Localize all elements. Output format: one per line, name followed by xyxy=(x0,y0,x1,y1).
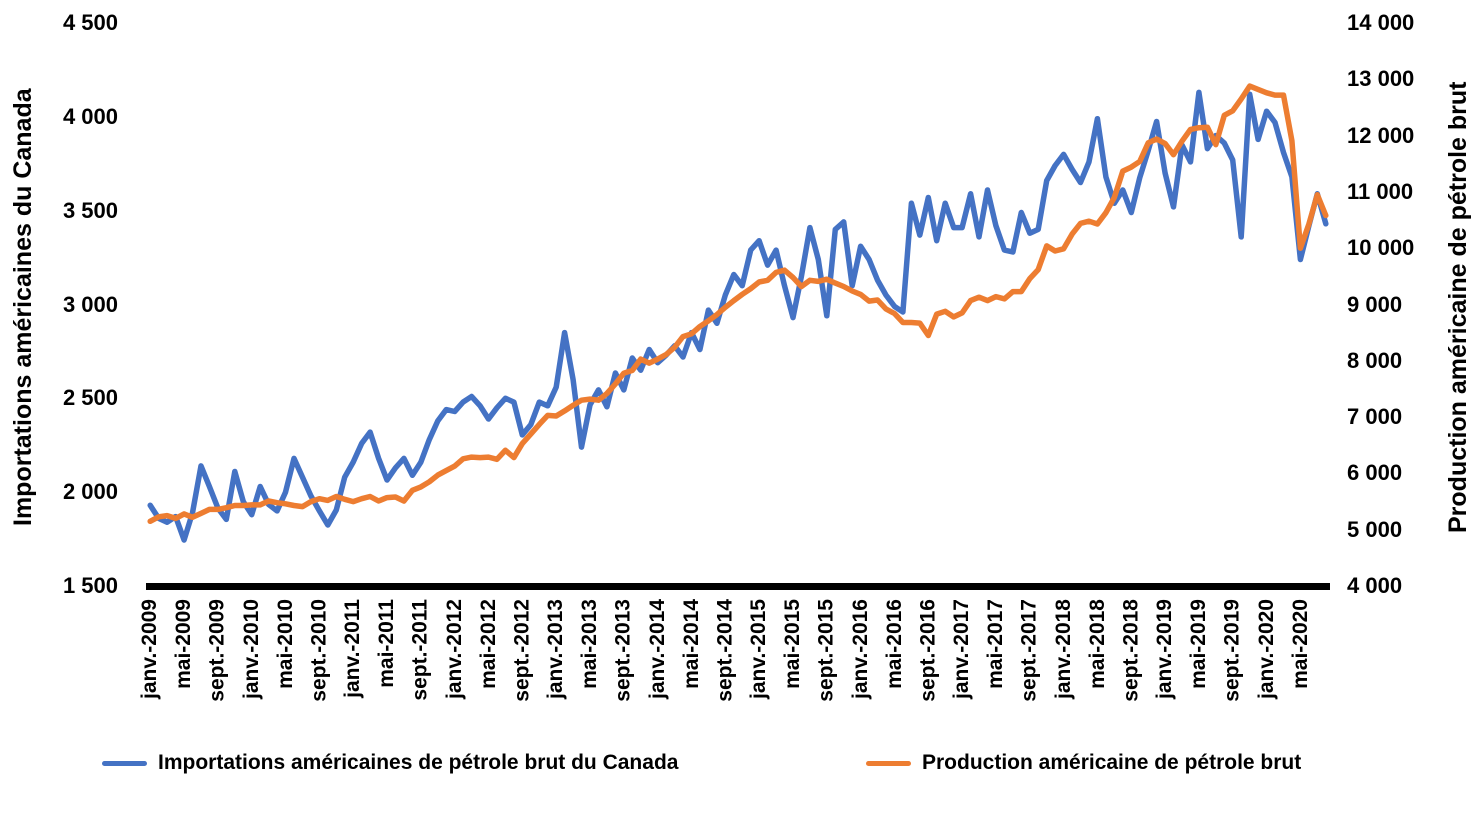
x-tick-label: sept.-2018 xyxy=(1119,599,1143,702)
y-tick-right: 7 000 xyxy=(1347,404,1403,430)
x-tick-label: sept.-2019 xyxy=(1220,599,1244,702)
x-tick-label: sept.-2014 xyxy=(713,599,737,702)
x-tick-label: mai-2018 xyxy=(1085,599,1109,689)
x-tick-label: mai-2009 xyxy=(172,599,196,689)
x-axis-line xyxy=(146,583,1330,590)
y-tick-right: 5 000 xyxy=(1347,516,1403,542)
y-tick-left: 2 000 xyxy=(62,479,118,505)
legend-item-production: Production américaine de pétrole brut xyxy=(866,751,1301,775)
legend-line-swatch-imports-icon xyxy=(102,760,147,766)
x-tick-label: mai-2015 xyxy=(781,599,804,689)
x-tick-label: sept.-2010 xyxy=(307,599,331,702)
x-tick-label: mai-2020 xyxy=(1288,599,1312,689)
y-tick-right: 12 000 xyxy=(1347,122,1415,148)
legend-line-swatch-production-icon xyxy=(866,760,911,766)
legend-label-production: Production américaine de pétrole brut xyxy=(922,751,1302,774)
y-tick-right: 9 000 xyxy=(1347,291,1403,317)
y-tick-left: 2 500 xyxy=(62,385,118,411)
x-tick-label: sept.-2011 xyxy=(408,599,432,701)
x-tick-label: mai-2019 xyxy=(1186,599,1210,689)
legend-label-imports: Importations américaines de pétrole brut… xyxy=(158,751,679,774)
x-tick-label: mai-2010 xyxy=(273,599,297,689)
x-tick-label: janv.-2015 xyxy=(747,599,771,700)
x-tick-label: sept.-2016 xyxy=(916,599,940,702)
y-tick-left: 4 000 xyxy=(62,103,118,129)
x-tick-label: mai-2017 xyxy=(983,599,1007,689)
x-tick-label: janv.-2014 xyxy=(645,599,669,700)
legend-item-imports: Importations américaines de pétrole brut… xyxy=(102,751,678,775)
x-tick-label: sept.-2017 xyxy=(1017,599,1041,702)
y-tick-right: 14 000 xyxy=(1347,10,1415,35)
x-tick-label: janv.-2020 xyxy=(1254,599,1278,700)
y-tick-left: 1 500 xyxy=(62,573,118,598)
x-tick-label: sept.-2009 xyxy=(205,599,229,702)
series-line-production xyxy=(147,83,1329,525)
x-tick-label: mai-2014 xyxy=(679,599,703,689)
y-tick-right: 6 000 xyxy=(1347,460,1403,486)
y-tick-left: 3 500 xyxy=(62,197,118,223)
series-line-imports xyxy=(147,89,1329,543)
x-tick-label: mai-2011 xyxy=(375,599,398,688)
x-tick-label: sept.-2013 xyxy=(611,599,635,702)
x-tick-label: janv.-2013 xyxy=(544,599,568,700)
y-tick-left: 4 500 xyxy=(62,10,118,35)
x-tick-label: janv.-2011 xyxy=(341,599,365,698)
y-tick-right: 13 000 xyxy=(1347,66,1415,92)
x-tick-label: mai-2016 xyxy=(882,599,906,689)
x-tick-label: janv.-2010 xyxy=(239,599,263,700)
x-tick-label: janv.-2019 xyxy=(1153,599,1177,700)
x-tick-label: mai-2013 xyxy=(578,599,601,689)
x-tick-label: mai-2012 xyxy=(476,599,500,689)
x-tick-label: janv.-2009 xyxy=(138,599,162,700)
y-tick-right: 11 000 xyxy=(1347,178,1414,204)
x-tick-label: janv.-2016 xyxy=(848,599,872,700)
x-tick-label: janv.-2012 xyxy=(442,599,466,700)
x-tick-label: janv.-2018 xyxy=(1051,599,1075,700)
y-tick-right: 8 000 xyxy=(1347,347,1403,373)
y-tick-right: 4 000 xyxy=(1347,573,1403,598)
y-tick-right: 10 000 xyxy=(1347,235,1415,261)
y-tick-left: 3 000 xyxy=(62,291,118,317)
x-tick-label: sept.-2015 xyxy=(814,599,838,702)
x-tick-label: sept.-2012 xyxy=(510,599,534,702)
x-tick-label: janv.-2017 xyxy=(950,599,974,700)
